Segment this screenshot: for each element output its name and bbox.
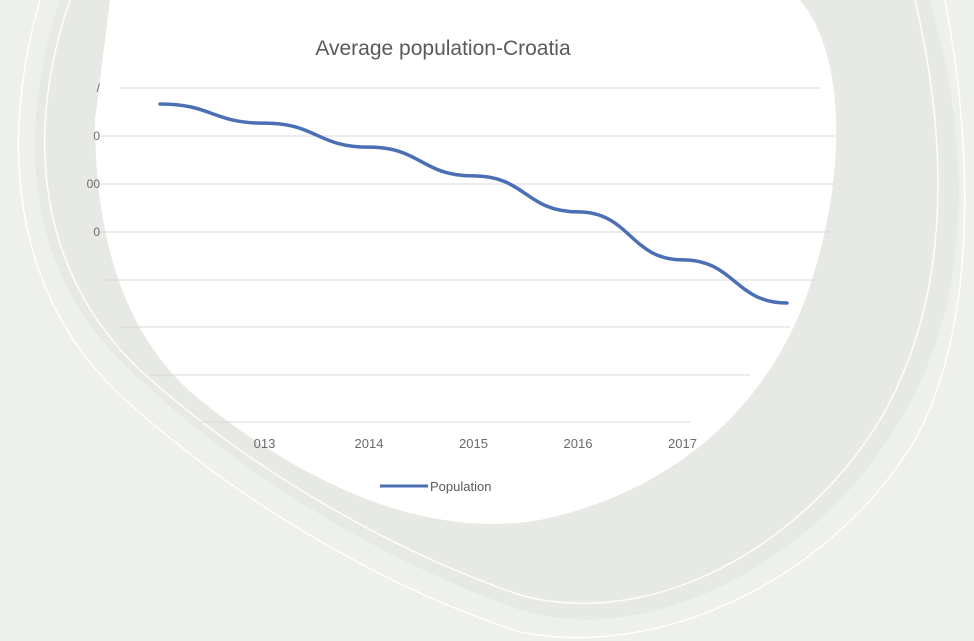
chart-title: Average population-Croatia <box>315 37 571 60</box>
legend: Population <box>380 479 491 494</box>
x-axis: 013 2014 2015 2016 2017 <box>254 436 697 451</box>
x-tick-label: 013 <box>254 436 276 451</box>
y-tick-label: / <box>97 81 101 95</box>
decor-ring-2 <box>17 0 966 639</box>
x-tick-label: 2016 <box>564 436 593 451</box>
decor-ring-1 <box>43 0 939 604</box>
card-shape <box>95 0 837 524</box>
plot-area <box>158 102 789 305</box>
y-tick-label: 00 <box>87 177 101 191</box>
grid <box>100 87 835 423</box>
legend-label: Population <box>430 479 491 494</box>
x-tick-label: 2015 <box>459 436 488 451</box>
y-tick-label: 0 <box>93 225 100 239</box>
x-tick-label: 2017 <box>668 436 697 451</box>
y-tick-label: 0 <box>93 129 100 143</box>
x-tick-label: 2014 <box>355 436 384 451</box>
decorative-background <box>17 0 966 639</box>
